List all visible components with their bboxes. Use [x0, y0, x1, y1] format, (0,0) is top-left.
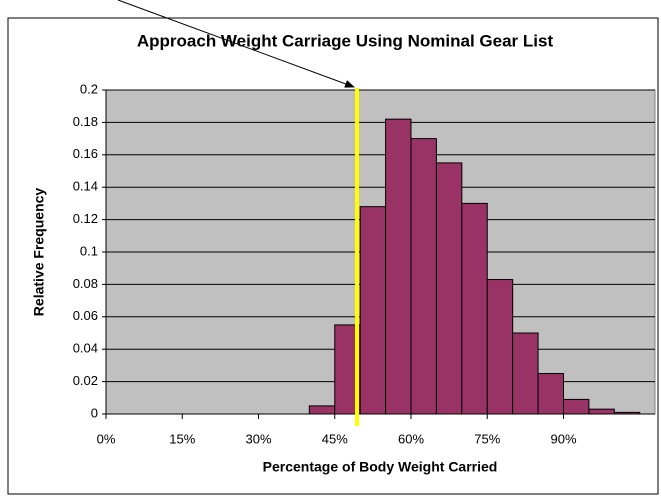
bar — [308, 405, 336, 415]
x-tick-label: 90% — [550, 431, 576, 446]
x-tick-label: 75% — [474, 431, 500, 446]
bars — [308, 118, 641, 415]
y-tick-label: 0.02 — [73, 373, 98, 388]
y-tick-label: 0.08 — [73, 276, 98, 291]
y-tick-label: 0.1 — [80, 243, 98, 258]
bar — [486, 279, 514, 415]
bar — [588, 408, 615, 415]
y-axis-title: Relative Frequency — [31, 188, 47, 317]
y-tick-label: 0.18 — [73, 114, 98, 129]
y-tick-label: 0.14 — [73, 179, 98, 194]
y-tick-label: 0.12 — [73, 211, 98, 226]
bar — [537, 373, 564, 415]
y-tick-label: 0.16 — [73, 146, 98, 161]
y-tick-label: 0.2 — [80, 81, 98, 96]
bar — [563, 398, 590, 415]
annotation-arrow — [117, 0, 355, 88]
bar — [359, 206, 387, 415]
bar — [512, 332, 539, 415]
axes: 0 0.02 0.04 0.06 0.08 0.1 0.12 0.14 0.16 0.18 0.2 0… — [73, 81, 655, 446]
bar — [461, 202, 488, 415]
bar — [435, 162, 463, 415]
x-tick-label: 30% — [245, 431, 271, 446]
x-tick-label: 15% — [169, 431, 195, 446]
x-tick-label: 0% — [97, 431, 116, 446]
bar — [410, 138, 437, 415]
y-tick-label: 0.06 — [73, 308, 98, 323]
bar — [385, 118, 412, 415]
x-tick-label: 60% — [398, 431, 424, 446]
x-tick-label: 45% — [322, 431, 348, 446]
y-tick-label: 0.04 — [73, 341, 98, 356]
x-axis-title: Percentage of Body Weight Carried — [263, 459, 498, 475]
chart-title: Approach Weight Carriage Using Nominal G… — [137, 31, 554, 50]
y-tick-label: 0 — [91, 405, 98, 420]
